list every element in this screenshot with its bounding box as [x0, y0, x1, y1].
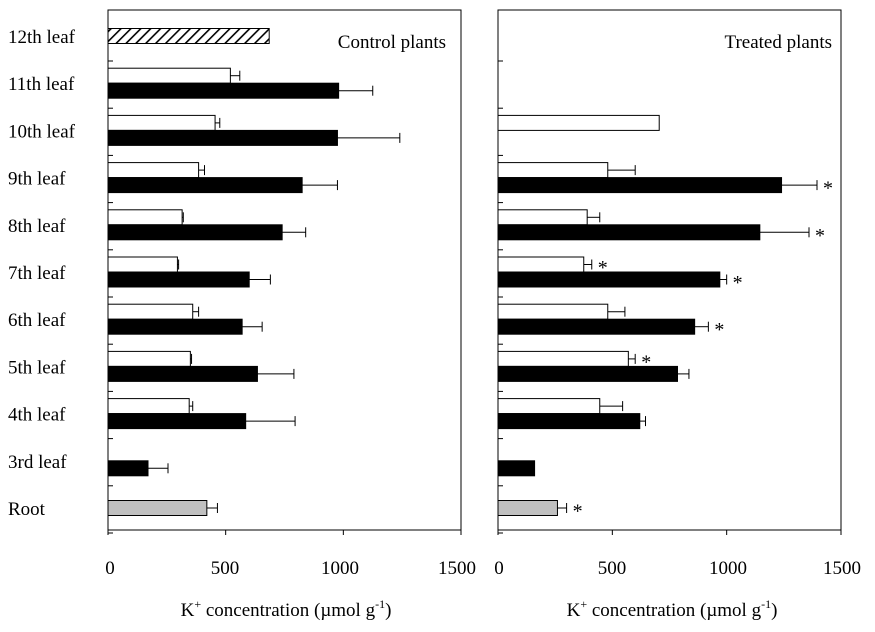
black-bar-4th-leaf	[107, 413, 247, 430]
black-bar-8th-leaf	[107, 224, 283, 241]
white-bar-5th-leaf	[497, 350, 629, 367]
category-label-8th-leaf: 8th leaf	[8, 216, 66, 237]
black-bar-7th-leaf	[497, 271, 721, 288]
x-tick-label-1000: 1000	[709, 558, 747, 579]
black-bar-6th-leaf	[107, 318, 243, 335]
white-bar-6th-leaf	[497, 303, 609, 320]
white-bar-7th-leaf	[107, 256, 178, 273]
white-bar-11th-leaf	[107, 67, 231, 84]
significance-mark-5th-leaf: *	[641, 351, 651, 373]
category-label-11th-leaf: 11th leaf	[8, 74, 75, 95]
white-bar-8th-leaf	[107, 209, 183, 226]
black-bar-11th-leaf	[107, 82, 340, 99]
white-bar-7th-leaf	[497, 256, 585, 273]
category-label-7th-leaf: 7th leaf	[8, 263, 66, 284]
category-label-12th-leaf: 12th leaf	[8, 27, 76, 48]
category-label-10th-leaf: 10th leaf	[8, 121, 76, 142]
white-bar-5th-leaf	[107, 350, 191, 367]
x-tick-label-500: 500	[598, 558, 627, 579]
white-bar-4th-leaf	[497, 398, 601, 415]
black-bar-9th-leaf	[497, 177, 783, 194]
control-panel-title: Control plants	[338, 32, 446, 53]
white-bar-4th-leaf	[107, 398, 190, 415]
x-tick-label-500: 500	[211, 558, 240, 579]
x-tick-label-0: 0	[494, 558, 504, 579]
x-tick-label-1000: 1000	[321, 558, 359, 579]
black-bar-6th-leaf	[497, 318, 696, 335]
control-x-axis-label: K+ concentration (µmol g-1)	[181, 597, 392, 621]
x-tick-label-0: 0	[105, 558, 115, 579]
white-bar-8th-leaf	[497, 209, 588, 226]
white-bar-9th-leaf	[107, 162, 200, 179]
category-label-9th-leaf: 9th leaf	[8, 169, 66, 190]
control-panel: Control plants 0 500 1000 1500 K+ concentra…	[105, 9, 476, 621]
category-label-6th-leaf: 6th leaf	[8, 310, 66, 331]
significance-mark-7th-leaf: *	[733, 272, 743, 294]
black-bar-3rd-leaf	[497, 460, 536, 477]
black-bar-7th-leaf	[107, 271, 250, 288]
black-bar-3rd-leaf	[107, 460, 149, 477]
significance-mark-9th-leaf: *	[823, 178, 833, 200]
category-labels: Root 3rd leaf 4th leaf 5th leaf 6th leaf 7th …	[8, 27, 76, 520]
treated-x-axis: 0 500 1000 1500	[494, 530, 861, 579]
black-bar-5th-leaf	[497, 365, 679, 382]
x-tick-label-1500: 1500	[438, 558, 476, 579]
black-bar-10th-leaf	[107, 129, 338, 146]
control-x-axis: 0 500 1000 1500	[105, 530, 476, 579]
significance-mark-8th-leaf: *	[815, 225, 825, 247]
hatched-bar-12th-leaf	[107, 28, 270, 44]
white-bar-10th-leaf	[107, 114, 216, 131]
black-bar-9th-leaf	[107, 177, 303, 194]
treated-panel-title: Treated plants	[725, 32, 832, 53]
control-bars	[107, 28, 401, 534]
black-bar-8th-leaf	[497, 224, 761, 241]
black-bar-5th-leaf	[107, 365, 258, 382]
black-bar-4th-leaf	[497, 413, 641, 430]
grey-bar-root	[497, 500, 558, 516]
significance-mark-root: *	[573, 501, 583, 523]
treated-panel: Treated plants * * * * * * * 0 500 1000 1500 K+ c…	[494, 9, 861, 621]
x-tick-label-1500: 1500	[823, 558, 861, 579]
category-label-4th-leaf: 4th leaf	[8, 405, 66, 426]
white-bar-10th-leaf	[497, 114, 660, 131]
treated-x-axis-label: K+ concentration (µmol g-1)	[567, 597, 778, 621]
category-label-5th-leaf: 5th leaf	[8, 357, 66, 378]
category-label-3rd-leaf: 3rd leaf	[8, 452, 67, 473]
significance-mark-6th-leaf: *	[714, 319, 724, 341]
grey-bar-root	[107, 500, 208, 516]
significance-mark-7th-leaf: *	[598, 257, 608, 279]
category-label-root: Root	[8, 499, 46, 520]
white-bar-6th-leaf	[107, 303, 194, 320]
white-bar-9th-leaf	[497, 162, 609, 179]
treated-bars: * * * * * * *	[497, 60, 833, 534]
